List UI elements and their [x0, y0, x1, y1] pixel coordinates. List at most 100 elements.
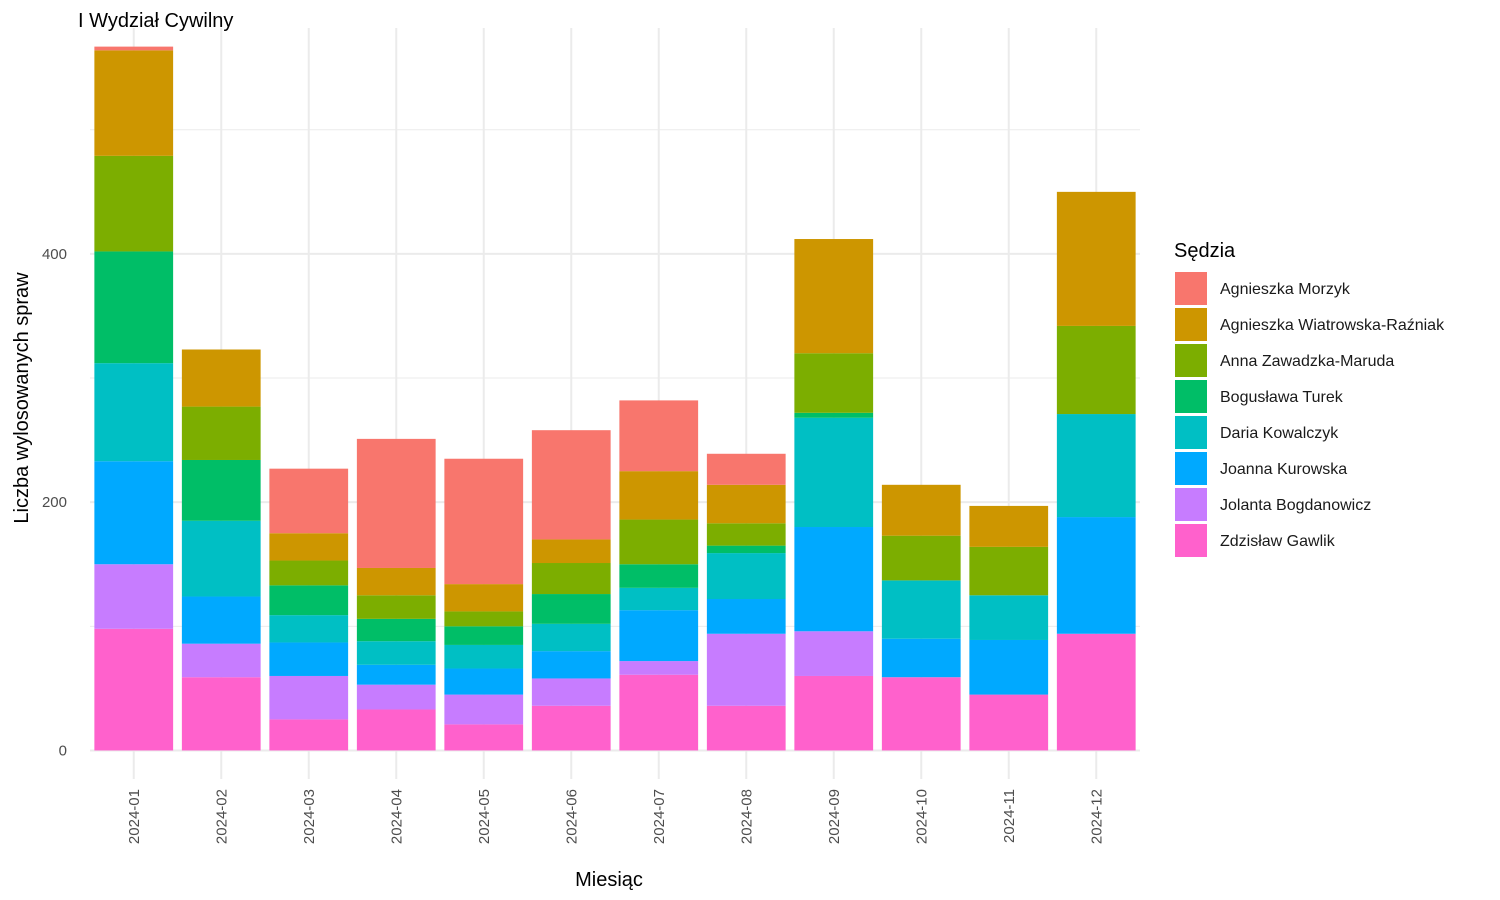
legend-swatch [1175, 416, 1207, 449]
bar-segment [619, 400, 699, 472]
bar-segment [706, 553, 786, 600]
legend-label: Agnieszka Morzyk [1220, 281, 1351, 298]
legend: Sędzia Agnieszka Morzyk Agnieszka Wiatrow… [1174, 240, 1445, 557]
bar-segment [531, 539, 611, 564]
legend-label: Joanna Kurowska [1220, 461, 1347, 478]
bar-segment [1056, 191, 1136, 326]
bar-segment [619, 587, 699, 611]
bar-segment [619, 674, 699, 751]
bar-segment [619, 519, 699, 565]
bar-segment [881, 580, 961, 639]
bar-segment [181, 677, 261, 751]
bar-segment [706, 633, 786, 706]
x-tick-label: 2024-11 [1001, 789, 1018, 843]
bar-segment [1056, 414, 1136, 518]
bar-segment [269, 468, 349, 534]
bar-segment [531, 705, 611, 751]
bar-segment [881, 638, 961, 678]
legend-label: Jolanta Bogdanowicz [1220, 497, 1371, 514]
bar-segment [619, 471, 699, 520]
bar-segment [531, 678, 611, 706]
bar-segment [444, 458, 524, 585]
bar-segment [269, 615, 349, 643]
legend-title: Sędzia [1174, 240, 1236, 262]
bar-segment [881, 535, 961, 581]
bar-segment [356, 618, 436, 642]
bar-segment [94, 155, 174, 252]
bar-segment [794, 239, 874, 354]
bar-segment [181, 349, 261, 407]
bar-segment [794, 675, 874, 751]
bar-segment [969, 546, 1049, 596]
bar-segment [706, 484, 786, 524]
bar-segment [356, 567, 436, 596]
bar-segment [444, 611, 524, 627]
bar-segment [269, 560, 349, 586]
x-tick-label: 2024-03 [301, 789, 318, 844]
bar-segment [269, 533, 349, 561]
x-tick-label: 2024-07 [651, 789, 668, 844]
bar-segment [619, 661, 699, 675]
bar-segment [706, 523, 786, 546]
x-tick-label: 2024-05 [476, 789, 493, 844]
bar-segment [706, 599, 786, 634]
bar-segment [619, 610, 699, 662]
legend-label: Agnieszka Wiatrowska-Raźniak [1220, 317, 1445, 334]
x-tick-label: 2024-10 [913, 789, 930, 844]
legend-swatch [1175, 272, 1207, 305]
bar-segment [1056, 517, 1136, 634]
chart-title: I Wydział Cywilny [78, 10, 233, 32]
legend-swatch [1175, 452, 1207, 485]
bar-segment [356, 438, 436, 568]
y-tick-label: 200 [42, 494, 67, 511]
bar-segment [269, 642, 349, 676]
bar-segment [444, 584, 524, 612]
y-axis-title: Liczba wylosowanych spraw [11, 272, 33, 524]
bar-segment [356, 595, 436, 619]
legend-label: Daria Kowalczyk [1220, 425, 1339, 442]
bar-segment [531, 651, 611, 679]
y-tick-label: 400 [42, 246, 67, 263]
bar-segment [444, 626, 524, 645]
bar-segment [94, 564, 174, 629]
x-axis-title: Miesiąc [575, 869, 643, 891]
x-axis: 2024-01 2024-02 2024-03 2024-04 2024-05 2024-… [126, 789, 1106, 844]
bar-segment [94, 363, 174, 462]
bar-segment [356, 709, 436, 751]
bar-segment [444, 724, 524, 751]
x-tick-label: 2024-08 [738, 789, 755, 844]
bar-segment [531, 430, 611, 540]
bar-segment [531, 623, 611, 652]
bar-segment [269, 585, 349, 616]
legend-swatch [1175, 344, 1207, 377]
bar-segment [94, 461, 174, 565]
bar-segment [269, 719, 349, 751]
bar-segment [269, 675, 349, 720]
x-tick-label: 2024-01 [126, 789, 143, 844]
bar-segment [794, 353, 874, 413]
x-tick-label: 2024-09 [826, 789, 843, 844]
bar-segment [181, 596, 261, 644]
bar-segment [794, 631, 874, 676]
legend-swatch [1175, 524, 1207, 557]
y-tick-label: 0 [59, 742, 67, 759]
x-tick-label: 2024-02 [213, 789, 230, 844]
bar-segment [706, 705, 786, 751]
legend-label: Anna Zawadzka-Maruda [1220, 353, 1394, 370]
bar-segment [181, 520, 261, 597]
legend-label: Zdzisław Gawlik [1220, 533, 1336, 550]
bar-segment [969, 639, 1049, 695]
bar-segment [181, 406, 261, 460]
bars [94, 46, 1136, 751]
x-tick-label: 2024-12 [1088, 789, 1105, 844]
bar-segment [1056, 325, 1136, 415]
bar-segment [794, 417, 874, 528]
bar-segment [356, 684, 436, 710]
bar-segment [356, 641, 436, 665]
bar-segment [94, 50, 174, 156]
bar-segment [969, 694, 1049, 751]
legend-swatch [1175, 380, 1207, 413]
bar-segment [444, 644, 524, 669]
bar-segment [531, 563, 611, 595]
